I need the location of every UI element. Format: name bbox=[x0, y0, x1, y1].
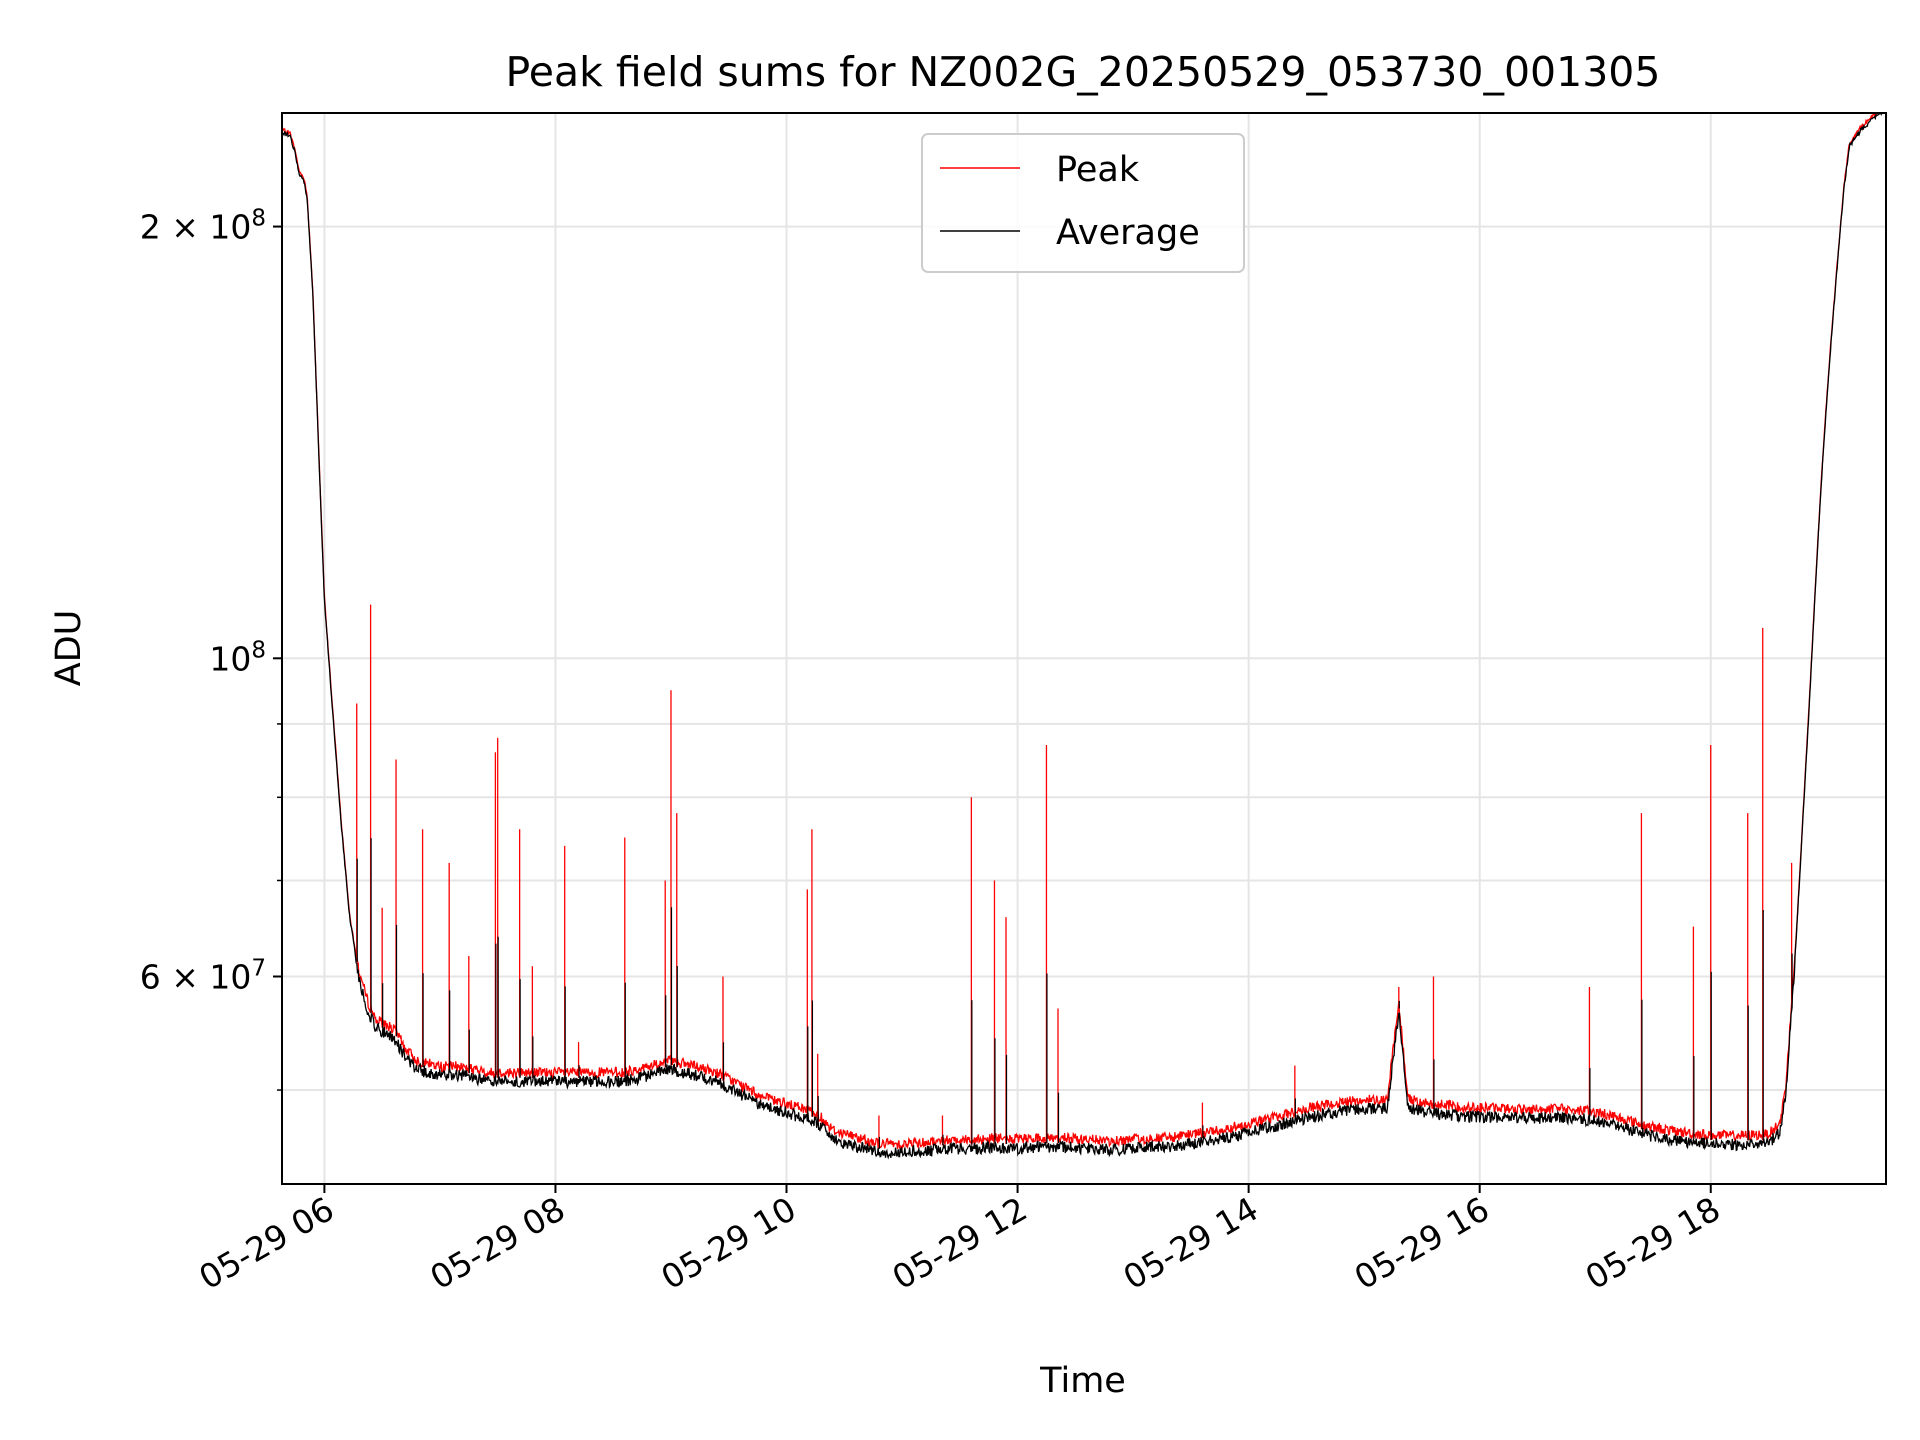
series-average bbox=[282, 113, 1885, 1160]
chart-title: Peak field sums for NZ002G_20250529_0537… bbox=[506, 48, 1661, 96]
y-axis-ticks: 2 × 108 108 6 × 107 bbox=[140, 206, 282, 1091]
y-axis-label: ADU bbox=[49, 610, 89, 687]
grid-lines bbox=[282, 113, 1886, 1184]
x-axis-label: Time bbox=[1039, 1361, 1126, 1401]
average-line bbox=[282, 113, 1885, 1160]
legend-label-average: Average bbox=[1056, 213, 1200, 253]
peak-line bbox=[282, 113, 1879, 1150]
y-tick-label: 6 × 107 bbox=[140, 955, 266, 996]
y-tick-label: 2 × 108 bbox=[140, 206, 266, 247]
y-tick-label: 108 bbox=[209, 637, 266, 678]
legend: Peak Average bbox=[921, 133, 1245, 273]
legend-label-peak: Peak bbox=[1056, 150, 1140, 190]
plot-frame bbox=[281, 112, 1887, 1185]
